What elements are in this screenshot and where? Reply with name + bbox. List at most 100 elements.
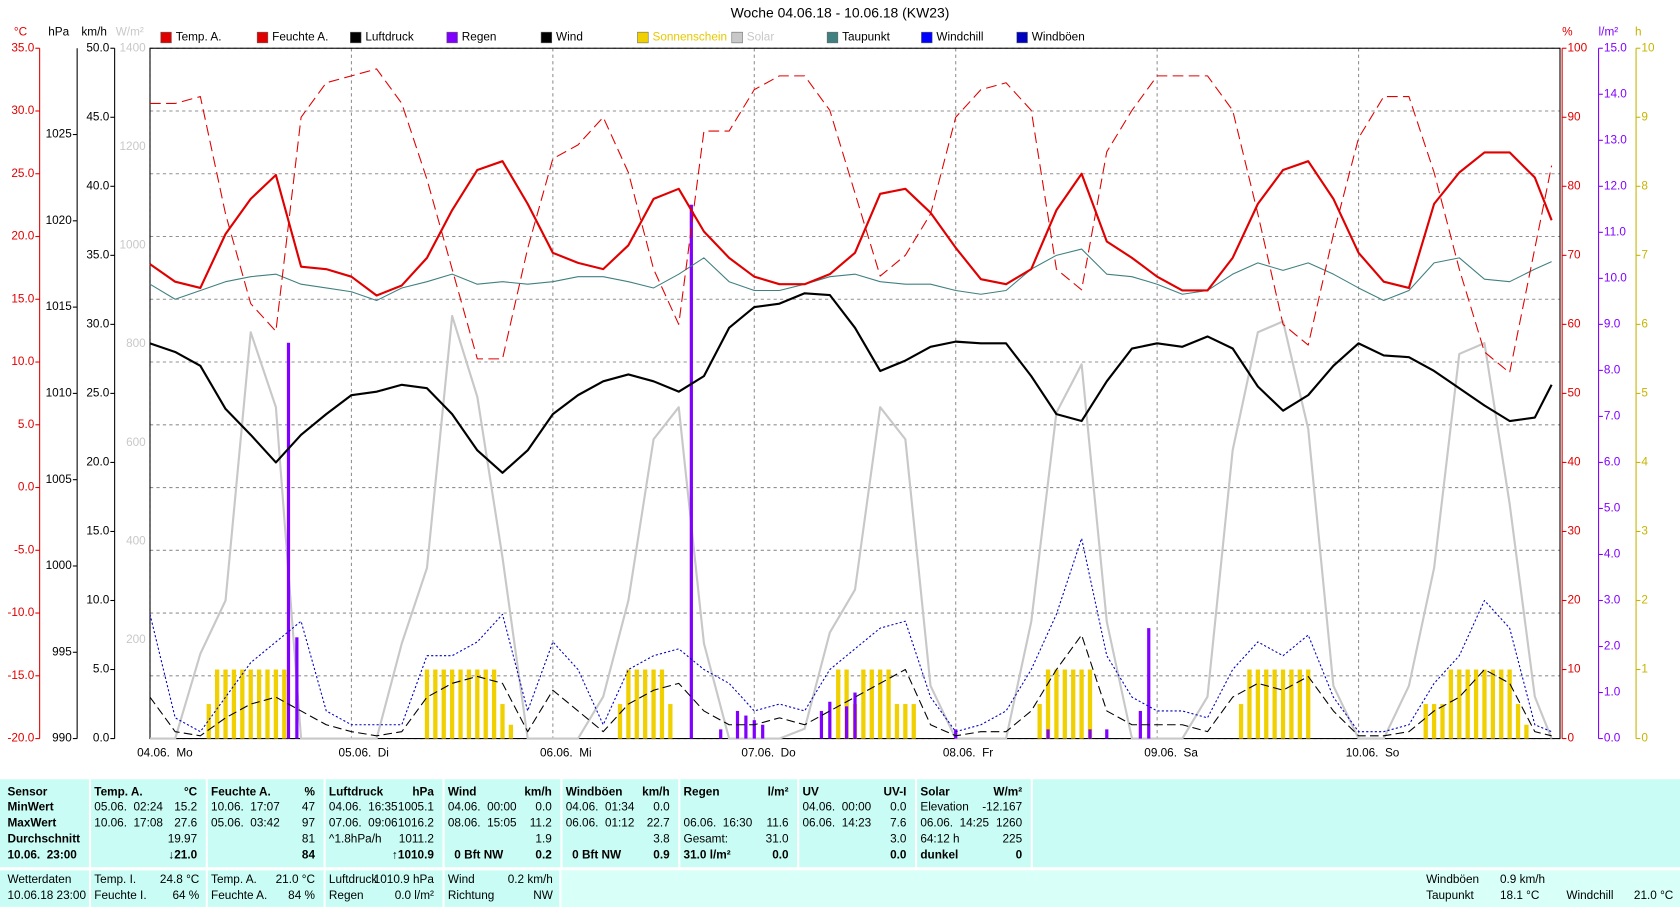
bar (853, 692, 857, 739)
stats-cell: 10.06. 17:07 (211, 800, 280, 813)
stats-cell: km/h (524, 785, 551, 798)
status-label: Wetterdaten (8, 873, 72, 886)
axis-unit: % (1562, 25, 1573, 38)
stats-cell: -12.167 (982, 800, 1022, 813)
stats-cell: 0.9 (653, 849, 670, 862)
stats-cell: 06.06. 14:25 (920, 816, 989, 829)
y-tick-label: 30 (1568, 525, 1582, 538)
stats-cell: 22.7 (647, 816, 670, 829)
y-tick-label: 2.0 (1604, 640, 1621, 653)
y-tick-label: 7 (1641, 248, 1648, 261)
bar (1306, 669, 1311, 739)
bar (215, 669, 220, 739)
stats-cell: 0.2 (535, 849, 552, 862)
status-value: 1010.9 hPa (374, 873, 435, 886)
y-tick-label: 1000 (120, 239, 147, 252)
y-tick-label: 995 (52, 645, 72, 658)
bar (752, 720, 756, 739)
stats-cell: 84 (302, 849, 316, 862)
y-tick-label: 40.0 (86, 179, 109, 192)
y-tick-label: 30.0 (86, 317, 109, 330)
y-tick-label: 2 (1641, 594, 1648, 607)
stats-cell: Temp. A. (94, 785, 142, 798)
y-tick-label: 0 (1568, 732, 1575, 745)
bar (617, 704, 623, 739)
status-label: Richtung (448, 889, 494, 902)
bar (886, 669, 891, 739)
status-label: Luftdruck (329, 873, 378, 886)
status-label: Temp. I. (94, 873, 136, 886)
y-tick-label: 1010 (46, 387, 73, 400)
bar (483, 669, 488, 739)
bar (844, 669, 849, 739)
y-tick-label: 0 (1641, 732, 1648, 745)
bar (1423, 704, 1428, 739)
stats-cell: Gesamt: (684, 832, 728, 845)
status-value: 21.0 °C (276, 873, 316, 886)
bar (223, 669, 228, 739)
y-tick-label: 9.0 (1604, 317, 1621, 330)
stats-cell: 04.06. 00:00 (803, 800, 872, 813)
y-tick-label: 9 (1641, 110, 1648, 123)
series-line (150, 314, 1553, 740)
stats-cell: 97 (302, 816, 315, 829)
bar (659, 669, 665, 739)
series-line (149, 537, 1552, 733)
bar (1037, 704, 1042, 739)
stats-cell: Wind (448, 785, 477, 798)
y-tick-label: 45.0 (86, 110, 109, 123)
bar (1238, 704, 1244, 739)
axis-unit: km/h (81, 25, 106, 38)
stats-cell: 05.06. 03:42 (211, 816, 280, 829)
series-line (149, 151, 1553, 297)
stats-cell: 3.8 (653, 832, 670, 845)
series-line (149, 634, 1552, 737)
y-tick-label: 15.0 (1604, 41, 1627, 54)
stats-cell: 1260 (996, 816, 1023, 829)
y-tick-label: 1400 (120, 41, 147, 54)
stats-cell: 31.0 l/m² (684, 849, 731, 862)
y-tick-label: 50.0 (86, 41, 109, 54)
y-tick-label: 40 (1568, 456, 1582, 469)
bar (500, 704, 505, 739)
bar (643, 669, 648, 739)
bar (282, 669, 287, 739)
y-tick-label: -5.0 (14, 543, 35, 556)
status-label: Windböen (1426, 873, 1479, 886)
x-tick-label: 10.06. So (1346, 747, 1400, 760)
status-value: NW (533, 889, 553, 902)
y-tick-label: 13.0 (1604, 133, 1627, 146)
y-tick-label: 10.0 (1604, 271, 1627, 284)
y-tick-label: -15.0 (7, 669, 34, 682)
y-tick-label: 12.0 (1604, 179, 1627, 192)
bar (761, 724, 765, 739)
stats-cell: UV-I (884, 785, 907, 798)
bar (828, 701, 832, 739)
bar (1490, 669, 1495, 739)
axis-unit: W/m² (116, 25, 144, 38)
bar (1138, 710, 1142, 739)
status-label: Taupunkt (1426, 889, 1474, 902)
bar (1499, 669, 1504, 739)
bar (1079, 669, 1084, 739)
bar (273, 669, 279, 739)
legend-marker (446, 31, 458, 44)
bar (911, 704, 916, 739)
stats-cell: l/m² (768, 785, 789, 798)
status-value: 10.06.18 23:00 (8, 889, 87, 902)
stats-cell: UV (803, 785, 819, 798)
stats-cell: 3.0 (890, 832, 907, 845)
bar (954, 729, 958, 739)
stats-cell: 07.06. 09:06 (329, 816, 398, 829)
bar (1431, 704, 1437, 739)
bar (1440, 704, 1445, 739)
y-tick-label: 10 (1568, 663, 1582, 676)
y-tick-label: 80 (1568, 179, 1582, 192)
stats-cell: Regen (684, 785, 720, 798)
bar (1465, 669, 1470, 739)
stats-cell: 08.06. 15:05 (448, 816, 517, 829)
bar (819, 710, 824, 739)
stats-cell: MaxWert (8, 816, 57, 829)
stats-cell: 0.0 (653, 800, 670, 813)
y-tick-label: 60 (1568, 317, 1582, 330)
